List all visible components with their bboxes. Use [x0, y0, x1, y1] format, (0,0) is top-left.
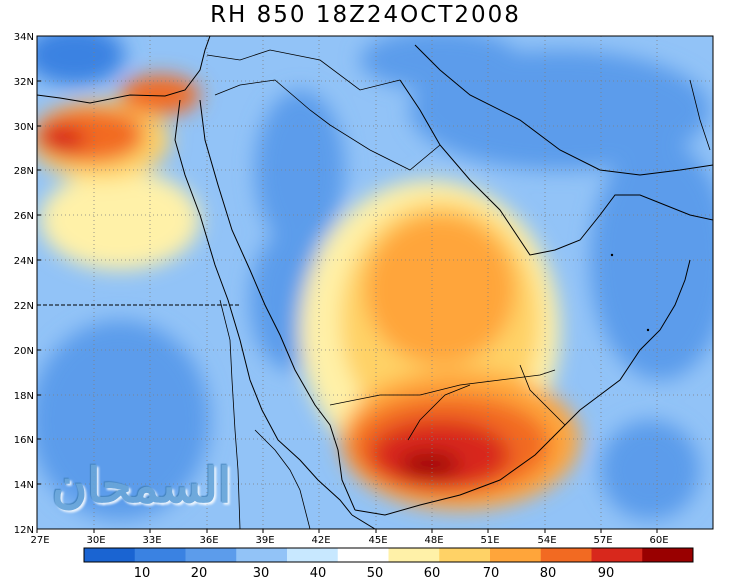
y-tick-label: 26N — [14, 211, 34, 222]
y-tick-label: 22N — [14, 301, 34, 312]
colorbar-swatch — [388, 548, 440, 562]
colorbar-label: 60 — [424, 566, 441, 581]
colorbar-swatch — [591, 548, 643, 562]
islands — [610, 253, 650, 332]
colorbar-swatch — [439, 548, 491, 562]
colorbar-label: 30 — [253, 566, 270, 581]
colorbar-label: 50 — [367, 566, 384, 581]
y-axis-labels: 12N 14N 16N 18N 20N 22N 24N 26N 28N 30N … — [14, 32, 34, 536]
grid-lines — [37, 36, 713, 529]
colorbar-label: 70 — [483, 566, 500, 581]
x-tick-label: 33E — [142, 535, 161, 546]
y-tick-label: 30N — [14, 122, 34, 133]
colorbar-label: 40 — [310, 566, 327, 581]
colorbar-label: 20 — [191, 566, 208, 581]
colorbar-swatch — [540, 548, 592, 562]
x-tick-label: 54E — [537, 535, 556, 546]
y-tick-label: 14N — [14, 480, 34, 491]
y-axis-ticks — [37, 35, 41, 530]
colorbar-label: 90 — [598, 566, 615, 581]
x-tick-label: 36E — [199, 535, 218, 546]
colorbar-swatch — [287, 548, 339, 562]
colorbar-swatch — [490, 548, 542, 562]
colorbar-label: 80 — [540, 566, 557, 581]
x-tick-label: 45E — [368, 535, 387, 546]
colorbar — [83, 547, 694, 563]
x-tick-label: 30E — [86, 535, 105, 546]
x-tick-label: 60E — [649, 535, 668, 546]
x-tick-label: 48E — [424, 535, 443, 546]
colorbar-label: 10 — [134, 566, 151, 581]
rh-field — [37, 36, 713, 529]
colorbar-swatch — [337, 548, 389, 562]
x-axis-ticks — [36, 529, 658, 533]
rh-shading — [37, 36, 713, 520]
watermark-text: السمحان — [52, 458, 232, 514]
colorbar-swatch — [185, 548, 237, 562]
colorbar-swatch — [236, 548, 288, 562]
colorbar-frame — [83, 547, 694, 563]
colorbar-swatch — [84, 548, 136, 562]
plot-frame — [36, 35, 714, 530]
colorbar-swatch — [134, 548, 186, 562]
y-tick-label: 32N — [14, 77, 34, 88]
x-tick-label: 39E — [255, 535, 274, 546]
country-borders — [206, 49, 711, 529]
y-tick-label: 16N — [14, 435, 34, 446]
y-tick-label: 20N — [14, 346, 34, 357]
x-tick-label: 57E — [593, 535, 612, 546]
colorbar-swatch — [642, 548, 694, 562]
map-title: RH 850 18Z24OCT2008 — [210, 2, 521, 28]
y-tick-label: 28N — [14, 166, 34, 177]
colorbar-labels: 10 20 30 40 50 60 70 80 90 — [134, 566, 615, 581]
x-axis-labels: 27E 30E 33E 36E 39E 42E 45E 48E 51E 54E … — [30, 535, 668, 546]
x-tick-label: 51E — [480, 535, 499, 546]
x-tick-label: 42E — [311, 535, 330, 546]
x-tick-label: 27E — [30, 535, 49, 546]
y-tick-label: 34N — [14, 32, 34, 43]
y-tick-label: 18N — [14, 391, 34, 402]
y-tick-label: 24N — [14, 256, 34, 267]
y-tick-label: 12N — [14, 525, 34, 536]
coastlines — [37, 36, 713, 529]
